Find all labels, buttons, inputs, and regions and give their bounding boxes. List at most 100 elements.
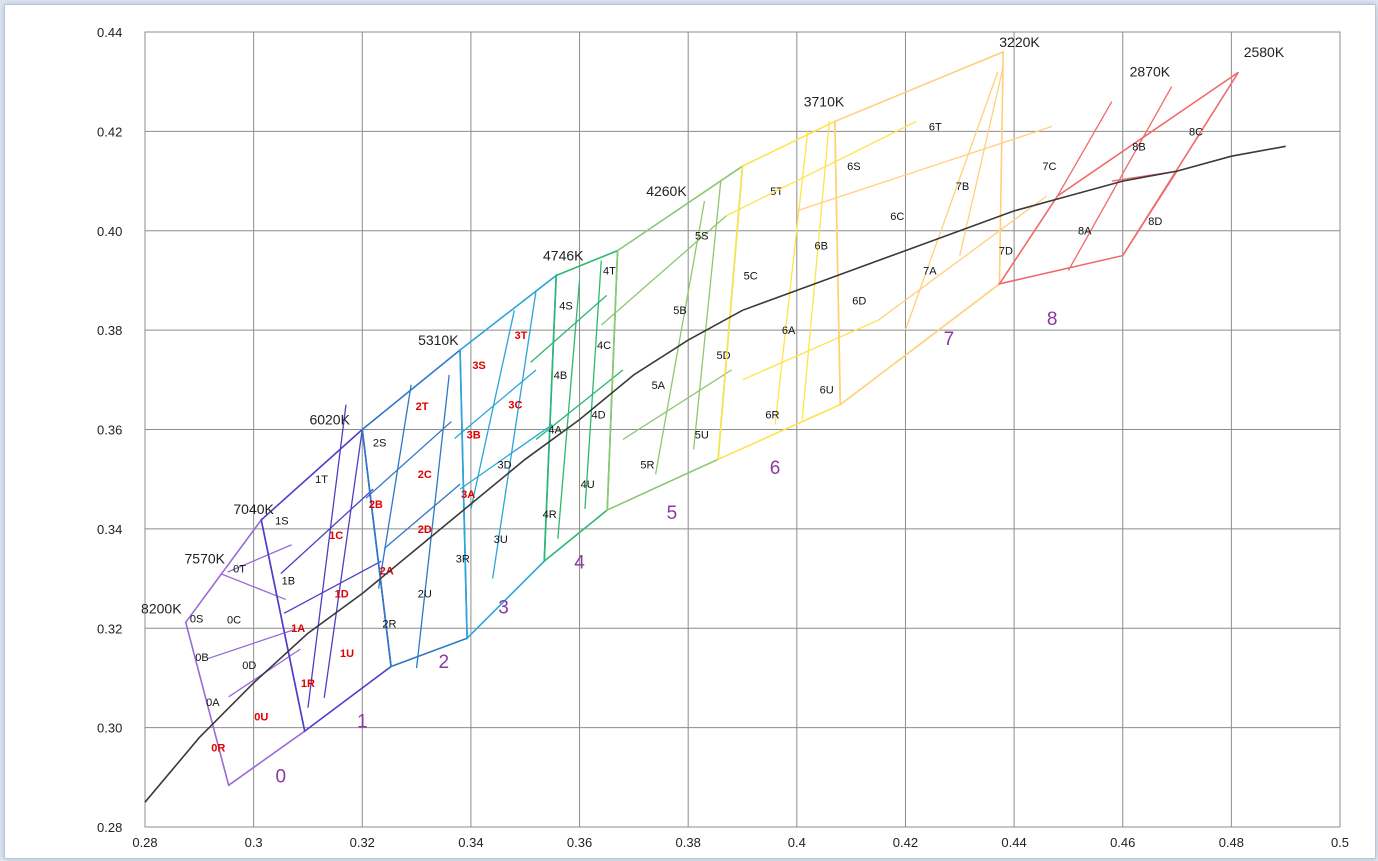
bin-label: 3U	[494, 534, 508, 546]
bin-label: 0D	[242, 660, 256, 672]
bin-divider-line	[1056, 101, 1113, 197]
bin-divider-line	[654, 200, 706, 475]
bin-divider-line	[283, 560, 382, 614]
y-tick-label: 0.40	[97, 224, 122, 239]
bin-divider-line	[365, 421, 452, 499]
bin-label: 2T	[416, 401, 429, 413]
bin-divider-line	[530, 294, 608, 363]
bin-label: 2S	[373, 437, 386, 449]
bin-label: 4D	[592, 410, 606, 422]
bin-label: 0S	[190, 613, 203, 625]
x-tick-labels: 0.28 0.3 0.32 0.34 0.36 0.38 0.4 0.42 0.44 0.46 0.…	[132, 835, 1349, 850]
bin-divider-line	[904, 71, 999, 331]
bin-divider-line	[459, 423, 553, 490]
bin-label: 7D	[999, 246, 1013, 258]
x-tick-label: 0.4	[788, 835, 806, 850]
bin-label: 0A	[206, 697, 220, 709]
bin-divider-line	[307, 404, 347, 708]
bin-label: 3B	[467, 429, 481, 441]
group-number-label: 2	[438, 652, 449, 673]
bin-divider-line	[383, 483, 461, 550]
bin-label: 8A	[1078, 226, 1092, 238]
cct-label: 4746K	[543, 248, 584, 264]
cct-label: 2870K	[1130, 64, 1171, 80]
bin-label: 6T	[929, 121, 942, 133]
bin-label: 3C	[508, 400, 522, 412]
x-tick-label: 0.42	[893, 835, 918, 850]
bin-label: 1R	[301, 678, 315, 690]
bin-label: 0T	[233, 564, 246, 576]
bin-groups: 0S 0T 0B 0C 0A 0D 0R 0U 0 1S 1T 1B 1C 1A 1D 1R 1U 1 2S 2T 2B…	[184, 50, 1240, 787]
x-tick-label: 0.28	[132, 835, 157, 850]
bin-divider-line	[877, 195, 1048, 321]
bin-group-2: 2S 2T 2B 2C 2A 2D 2R 2U 2	[361, 348, 468, 673]
bin-divider-line	[535, 369, 624, 440]
bin-label: 7C	[1042, 161, 1056, 173]
bin-label: 7A	[923, 265, 937, 277]
x-tick-label: 0.34	[458, 835, 483, 850]
bin-label: 4T	[603, 265, 616, 277]
axis-frame	[144, 31, 1341, 828]
cct-label: 2580K	[1244, 44, 1285, 60]
bin-label: 6D	[852, 295, 866, 307]
bin-divider-line	[774, 131, 809, 425]
chromaticity-chart: 0.28 0.3 0.32 0.34 0.36 0.38 0.4 0.42 0.44 0.46 0.…	[97, 25, 1349, 850]
y-tick-label: 0.30	[97, 721, 122, 736]
x-tick-label: 0.44	[1001, 835, 1026, 850]
cct-labels: 8200K 7570K 7040K 6020K 5310K 4746K 4260K 3710K…	[141, 34, 1285, 616]
bin-group-4: 4S 4T 4B 4C 4A 4D 4R 4U 4	[530, 249, 624, 574]
bin-label: 6S	[847, 161, 860, 173]
bin-label: 6B	[815, 241, 828, 253]
group-number-label: 8	[1047, 309, 1058, 330]
bin-label: 3S	[472, 360, 485, 372]
x-tick-label: 0.48	[1219, 835, 1244, 850]
bin-divider-line	[801, 121, 831, 420]
bin-label: 7B	[956, 181, 969, 193]
bin-divider-line	[280, 488, 374, 575]
bin-divider-line	[491, 290, 537, 579]
y-tick-label: 0.38	[97, 323, 122, 338]
bin-label: 0C	[227, 614, 241, 626]
bin-label: 3A	[461, 489, 475, 501]
x-tick-label: 0.32	[350, 835, 375, 850]
cct-label: 8200K	[141, 600, 182, 616]
locus-line	[144, 145, 1286, 803]
bin-label: 6A	[782, 325, 796, 337]
y-tick-label: 0.32	[97, 621, 122, 636]
bin-divider-line	[557, 280, 581, 539]
bin-divider-line	[227, 544, 292, 573]
bin-group-outline	[997, 71, 1240, 286]
cct-label: 6020K	[309, 412, 350, 428]
bin-label: 5U	[695, 429, 709, 441]
cct-label: 5310K	[418, 332, 459, 348]
bin-divider-line	[220, 572, 286, 601]
bin-label: 2B	[369, 499, 383, 511]
bin-divider-line	[725, 120, 917, 217]
bin-label: 3T	[514, 330, 527, 342]
bin-label: 8D	[1148, 216, 1162, 228]
bin-label: 3D	[498, 459, 512, 471]
bin-label: 3R	[456, 554, 470, 566]
group-number-label: 1	[357, 712, 368, 733]
y-tick-label: 0.28	[97, 820, 122, 835]
y-tick-label: 0.44	[97, 25, 122, 40]
bin-label: 5B	[673, 305, 686, 317]
bin-label: 5D	[716, 350, 730, 362]
bin-label: 4U	[581, 479, 595, 491]
bin-label: 5R	[640, 459, 654, 471]
bin-label: 2A	[380, 566, 394, 578]
cct-label: 4260K	[646, 183, 687, 199]
group-number-label: 6	[770, 458, 781, 479]
bin-divider-line	[692, 180, 722, 450]
x-tick-label: 0.5	[1331, 835, 1349, 850]
bin-label: 2U	[418, 588, 432, 600]
bin-label: 6U	[820, 385, 834, 397]
bin-label: 2D	[418, 524, 432, 536]
group-number-label: 3	[498, 597, 509, 618]
bin-label: 5A	[652, 380, 666, 392]
y-tick-label: 0.42	[97, 124, 122, 139]
bin-divider-line	[323, 429, 363, 698]
bin-label: 2R	[382, 618, 396, 630]
plot-area-border	[144, 31, 1341, 828]
